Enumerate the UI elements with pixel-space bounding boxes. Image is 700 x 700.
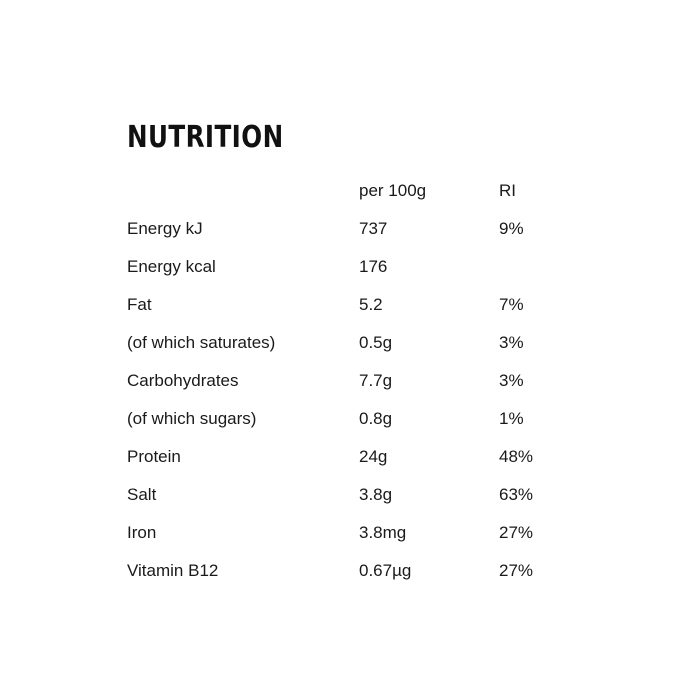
nutrient-name: Fat	[127, 295, 152, 314]
table-row: Protein 24g 48%	[127, 438, 579, 476]
nutrient-name: Vitamin B12	[127, 561, 219, 580]
per-100g-value: 5.2	[359, 295, 383, 314]
ri-value: 1%	[499, 409, 524, 428]
nutrition-title: NUTRITION	[127, 120, 284, 155]
nutrition-panel: NUTRITION per 100g RI Energy kJ 737 9% E…	[127, 118, 587, 590]
table-row: Energy kcal 176	[127, 248, 579, 286]
nutrient-name: (of which sugars)	[127, 409, 257, 428]
ri-value: 7%	[499, 295, 524, 314]
per-100g-value: 176	[359, 257, 388, 276]
header-per-100g: per 100g	[359, 181, 427, 200]
ri-value: 27%	[499, 561, 534, 580]
table-row: Carbohydrates 7.7g 3%	[127, 362, 579, 400]
table-row: (of which saturates) 0.5g 3%	[127, 324, 579, 362]
nutrition-table: per 100g RI Energy kJ 737 9% Energy kcal…	[127, 172, 579, 590]
table-row: Vitamin B12 0.67µg 27%	[127, 552, 579, 590]
ri-value: 3%	[499, 371, 524, 390]
table-row: Energy kJ 737 9%	[127, 210, 579, 248]
nutrient-name: Iron	[127, 523, 157, 542]
per-100g-value: 3.8mg	[359, 523, 407, 542]
per-100g-value: 737	[359, 219, 388, 238]
nutrient-name: (of which saturates)	[127, 333, 276, 352]
table-row: Iron 3.8mg 27%	[127, 514, 579, 552]
ri-value: 48%	[499, 447, 534, 466]
ri-value: 27%	[499, 523, 534, 542]
nutrient-name: Protein	[127, 447, 181, 466]
per-100g-value: 0.8g	[359, 409, 393, 428]
ri-value: 3%	[499, 333, 524, 352]
nutrient-name: Energy kJ	[127, 219, 203, 238]
per-100g-value: 3.8g	[359, 485, 393, 504]
per-100g-value: 7.7g	[359, 371, 393, 390]
nutrient-name: Carbohydrates	[127, 371, 239, 390]
ri-value: 9%	[499, 219, 524, 238]
header-ri: RI	[499, 181, 516, 200]
table-row: Salt 3.8g 63%	[127, 476, 579, 514]
per-100g-value: 0.67µg	[359, 561, 412, 580]
table-row: Fat 5.2 7%	[127, 286, 579, 324]
table-row: (of which sugars) 0.8g 1%	[127, 400, 579, 438]
per-100g-value: 0.5g	[359, 333, 393, 352]
nutrient-name: Energy kcal	[127, 257, 216, 276]
ri-value	[499, 248, 579, 286]
per-100g-value: 24g	[359, 447, 388, 466]
nutrient-name: Salt	[127, 485, 157, 504]
header-nutrient	[127, 172, 359, 210]
ri-value: 63%	[499, 485, 534, 504]
table-header-row: per 100g RI	[127, 172, 579, 210]
